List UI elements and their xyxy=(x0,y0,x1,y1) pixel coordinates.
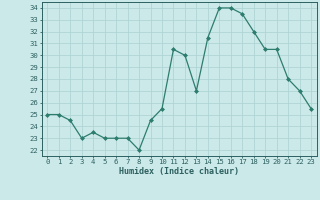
X-axis label: Humidex (Indice chaleur): Humidex (Indice chaleur) xyxy=(119,167,239,176)
